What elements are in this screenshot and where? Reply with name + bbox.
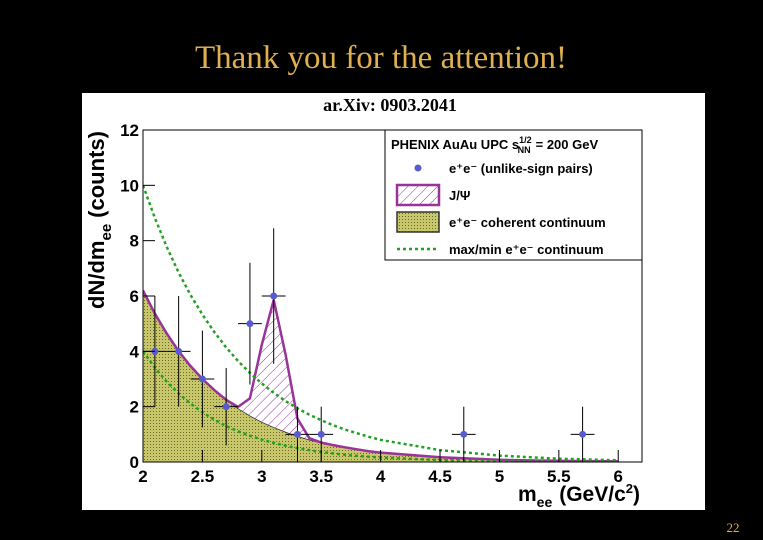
data-point <box>198 375 206 383</box>
x-tick-label: 5 <box>495 467 504 486</box>
x-axis-label: mee (GeV/c2) <box>518 481 640 510</box>
data-point <box>293 430 301 438</box>
y-tick-label: 12 <box>120 121 139 140</box>
legend-title: PHENIX AuAu UPC s1/2 NN = 200 GeV <box>391 135 598 155</box>
data-point <box>270 292 278 300</box>
x-label-sub: ee <box>537 494 553 510</box>
data-point <box>460 430 468 438</box>
y-tick-label: 4 <box>130 342 140 361</box>
legend-title-part: NN <box>518 145 531 155</box>
x-label-rest: (GeV/c <box>559 483 626 506</box>
data-point <box>317 430 325 438</box>
y-label-main: dN/dm <box>84 241 109 309</box>
chart-title: ar.Xiv: 0903.2041 <box>323 95 457 115</box>
legend-label: max/min e⁺e⁻ continuum <box>449 242 604 257</box>
legend-label: e⁺e⁻ (unlike-sign pairs) <box>449 161 593 176</box>
data-point <box>222 403 230 411</box>
legend-title-part: PHENIX AuAu UPC s <box>391 137 519 152</box>
x-label-sup: 2 <box>626 481 633 496</box>
y-axis-label: dN/dmee (counts) <box>84 131 115 309</box>
data-point <box>175 347 183 355</box>
y-tick-label: 10 <box>120 176 139 195</box>
y-tick-label: 6 <box>130 287 139 306</box>
x-tick-label: 6 <box>614 467 623 486</box>
legend-label: J/Ψ <box>449 188 470 203</box>
area <box>143 290 619 462</box>
x-tick-label: 4.5 <box>428 467 452 486</box>
x-tick-label: 3.5 <box>309 467 333 486</box>
legend-title-part: = 200 GeV <box>536 137 599 152</box>
x-label-main: m <box>518 483 537 506</box>
slide-title: Thank you for the attention! <box>195 40 567 76</box>
y-tick-label: 2 <box>130 398 139 417</box>
legend-title-part: 1/2 <box>519 135 532 145</box>
legend-symbol <box>414 164 422 172</box>
x-tick-label: 2 <box>138 467 147 486</box>
legend-symbol <box>396 211 440 233</box>
x-tick-label: 4 <box>376 467 386 486</box>
legend-label: e⁺e⁻ coherent continuum <box>449 215 606 230</box>
y-label-sub: ee <box>98 224 115 241</box>
dashed-line <box>143 184 619 462</box>
legend: PHENIX AuAu UPC s1/2 NN = 200 GeV e⁺e⁻ (unl… <box>384 129 643 261</box>
y-tick-label: 8 <box>130 232 139 251</box>
area <box>143 290 619 462</box>
y-label-rest: (counts) <box>84 131 109 218</box>
x-tick-label: 2.5 <box>191 467 215 486</box>
x-label-end: ) <box>633 483 640 506</box>
y-tick-label: 0 <box>130 453 139 472</box>
data-point <box>579 430 587 438</box>
data-point <box>246 320 254 328</box>
x-tick-label: 3 <box>257 467 266 486</box>
page-number: 22 <box>727 520 740 535</box>
legend-symbol <box>395 183 441 207</box>
x-tick-label: 5.5 <box>547 467 571 486</box>
